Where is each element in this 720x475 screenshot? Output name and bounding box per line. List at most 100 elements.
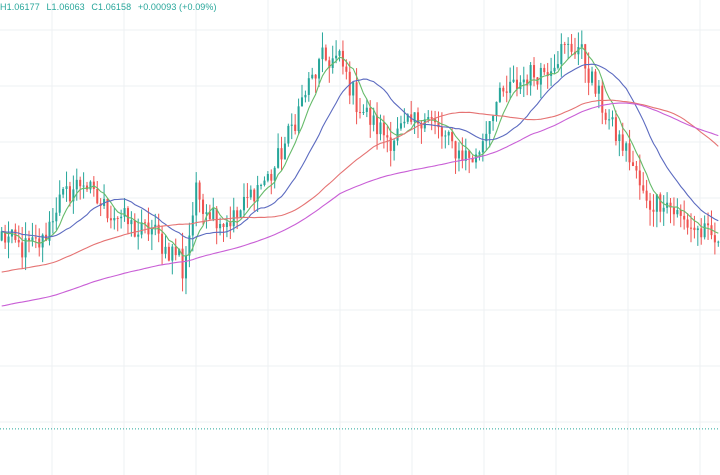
candle-body [335, 55, 338, 59]
candle-body [372, 115, 375, 125]
candle [82, 172, 85, 199]
candle [133, 213, 136, 238]
candle [294, 114, 297, 135]
candle [509, 67, 512, 100]
candle-body [509, 81, 512, 93]
candle [31, 222, 34, 247]
candle-body [389, 137, 392, 151]
candle-body [154, 224, 157, 228]
candle-body [474, 154, 478, 163]
candle [229, 206, 232, 240]
candle-body [184, 255, 187, 279]
candle [515, 67, 518, 97]
candle-body [669, 202, 672, 208]
candle-body [126, 208, 129, 225]
candle-body [300, 97, 304, 107]
candle [403, 108, 406, 128]
candle [137, 218, 140, 250]
candle [331, 45, 334, 74]
candle-body [717, 241, 720, 243]
candle-body [294, 124, 297, 131]
candle [154, 213, 157, 236]
candle-body [594, 71, 597, 94]
candle [256, 175, 259, 212]
candle-body [283, 143, 286, 160]
candle-body [205, 212, 208, 214]
candle-body [526, 79, 529, 86]
candle [683, 200, 686, 230]
candle [55, 197, 58, 230]
candle [444, 130, 447, 149]
candle-body [79, 179, 82, 187]
candle-body [652, 209, 655, 212]
moving-average-layer [1, 46, 719, 307]
moving-average-7 [1, 46, 719, 257]
candle [79, 176, 82, 200]
candle-body [140, 222, 143, 235]
candle [536, 76, 539, 90]
candle-body [75, 179, 78, 190]
candle [587, 52, 590, 96]
candle-body [34, 237, 37, 239]
candle [51, 208, 54, 234]
candle [103, 184, 106, 209]
candle [328, 56, 331, 83]
candle [48, 211, 51, 246]
candle-body [457, 150, 460, 159]
candle [140, 209, 143, 239]
candle-body [471, 157, 474, 163]
candle [89, 180, 92, 194]
candle-body [229, 222, 232, 227]
candle [488, 120, 491, 148]
candle [614, 110, 617, 146]
candle [396, 117, 399, 146]
candle-body [96, 188, 99, 204]
candle [519, 75, 522, 95]
candle [4, 224, 7, 249]
candle [198, 180, 201, 213]
candle-body [676, 209, 679, 215]
candle [21, 227, 24, 269]
candle-body [167, 246, 170, 261]
candle [386, 126, 389, 153]
candle [693, 215, 696, 239]
candle [314, 74, 317, 94]
candle [696, 225, 699, 246]
candle [570, 34, 573, 56]
candle-body [164, 246, 167, 254]
candle [249, 185, 252, 200]
candle-body [266, 173, 269, 181]
candle [10, 229, 13, 244]
candle-body [659, 194, 662, 212]
candle-body [72, 189, 75, 202]
candle [717, 240, 720, 247]
candle [618, 130, 621, 157]
candle-body [82, 185, 85, 187]
candle [389, 121, 392, 167]
candle-body [485, 133, 488, 142]
candle [553, 54, 556, 74]
candle-body [611, 117, 614, 120]
candle [232, 197, 235, 233]
candle-body [567, 43, 570, 45]
candle-body [109, 218, 112, 221]
candle [399, 115, 402, 131]
candle [625, 141, 628, 162]
candle-body [256, 185, 259, 202]
candle [144, 219, 147, 234]
candle [120, 209, 123, 229]
moving-average-20 [1, 63, 719, 240]
candle-body [208, 212, 211, 220]
candle-body [631, 162, 635, 166]
candle-body [362, 111, 365, 113]
candle-body [454, 141, 457, 159]
candle-body [65, 186, 68, 189]
candle-body [222, 223, 225, 228]
candle-body [55, 212, 58, 222]
candle [239, 209, 242, 218]
candle-body [614, 117, 617, 142]
candle-body [270, 173, 273, 181]
